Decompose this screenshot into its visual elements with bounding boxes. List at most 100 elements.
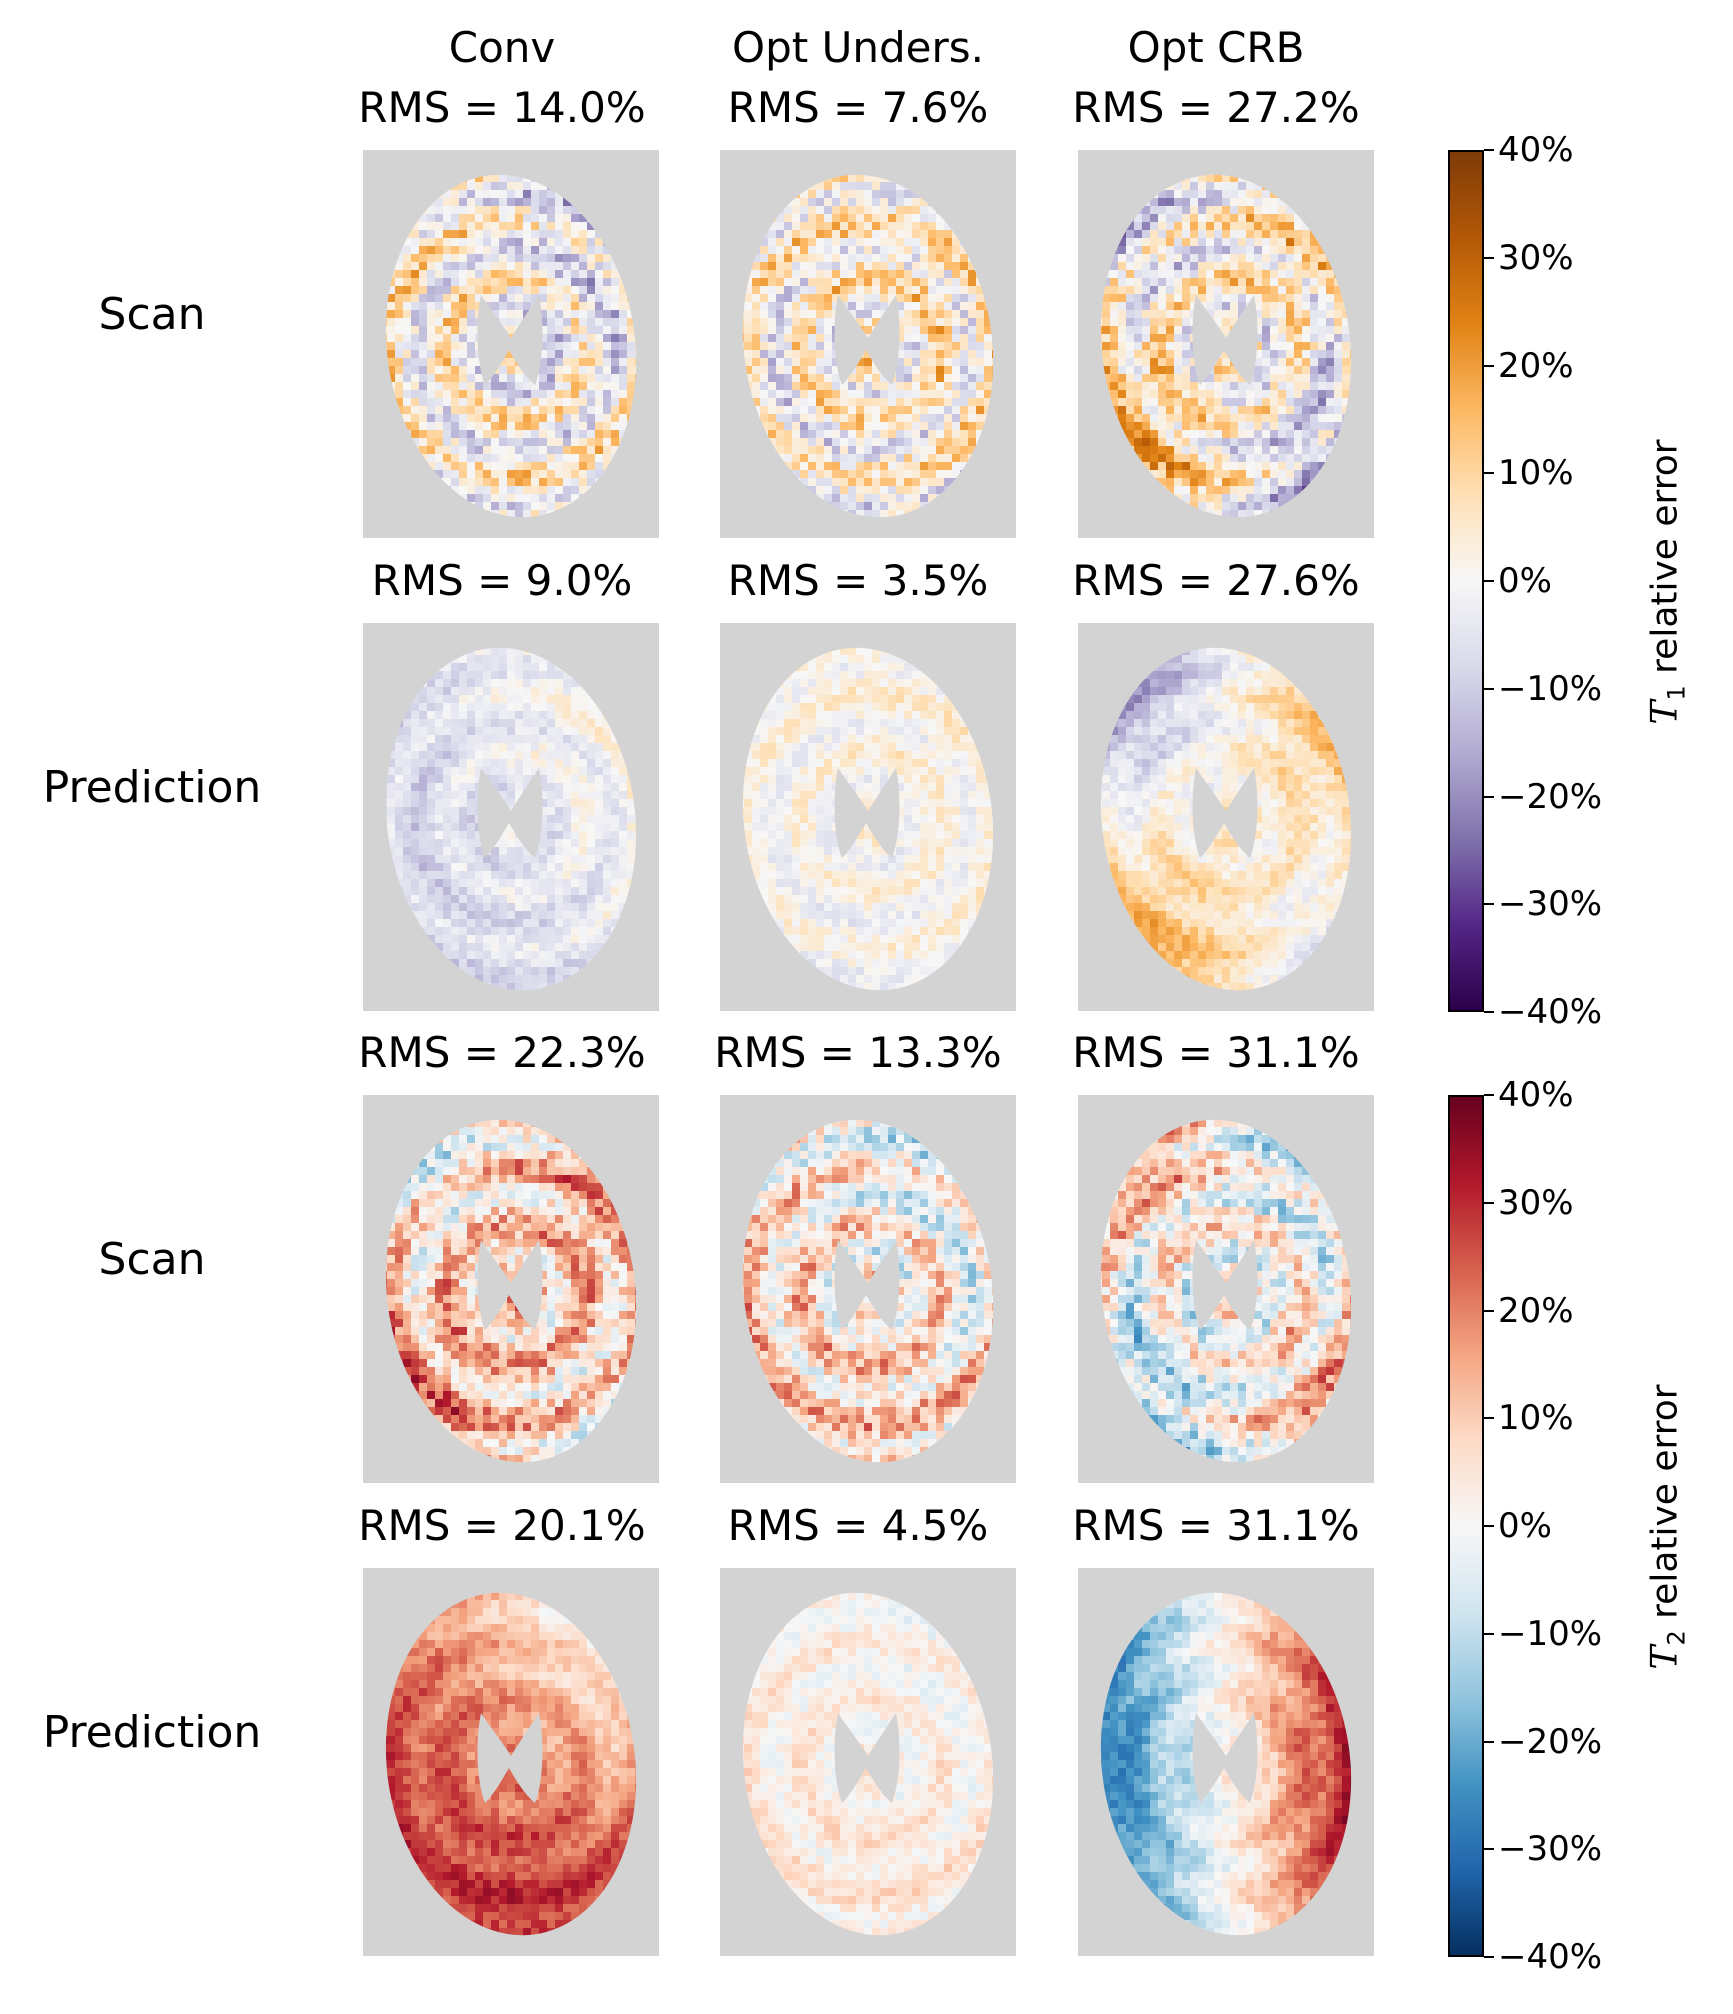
- error-pixel: [451, 486, 459, 494]
- error-pixel: [1254, 398, 1262, 406]
- error-pixel: [539, 518, 547, 526]
- error-pixel: [944, 374, 952, 382]
- error-pixel: [944, 398, 952, 406]
- error-pixel: [1079, 246, 1086, 254]
- error-pixel: [944, 286, 952, 294]
- error-pixel: [1278, 174, 1286, 182]
- error-pixel: [848, 286, 856, 294]
- error-pixel: [1318, 206, 1326, 214]
- error-pixel: [816, 454, 824, 462]
- error-pixel: [880, 470, 888, 478]
- error-pixel: [760, 158, 768, 166]
- error-pixel: [483, 478, 491, 486]
- error-pixel: [1166, 198, 1174, 206]
- error-pixel: [611, 390, 619, 398]
- error-pixel: [1278, 350, 1286, 358]
- error-pixel: [1334, 342, 1342, 350]
- error-pixel: [1254, 270, 1262, 278]
- error-pixel: [904, 302, 912, 310]
- error-pixel: [992, 470, 1000, 478]
- error-pixel: [627, 494, 635, 502]
- error-pixel: [920, 222, 928, 230]
- error-pixel: [364, 294, 371, 302]
- error-pixel: [728, 230, 736, 238]
- error-pixel: [960, 414, 968, 422]
- error-pixel: [539, 310, 547, 318]
- error-pixel: [1198, 270, 1206, 278]
- error-pixel: [816, 358, 824, 366]
- error-pixel: [1254, 326, 1262, 334]
- error-pixel: [563, 518, 571, 526]
- error-pixel: [1102, 358, 1110, 366]
- error-pixel: [611, 350, 619, 358]
- error-pixel: [920, 182, 928, 190]
- error-pixel: [1000, 518, 1008, 526]
- error-pixel: [611, 214, 619, 222]
- error-pixel: [1174, 254, 1182, 262]
- error-pixel: [451, 214, 459, 222]
- error-pixel: [816, 350, 824, 358]
- error-pixel: [1294, 286, 1302, 294]
- error-pixel: [1190, 294, 1198, 302]
- error-pixel: [651, 518, 658, 526]
- error-pixel: [944, 182, 952, 190]
- error-pixel: [627, 270, 635, 278]
- error-pixel: [1166, 382, 1174, 390]
- error-pixel: [483, 518, 491, 526]
- error-pixel: [840, 198, 848, 206]
- error-pixel: [912, 422, 920, 430]
- error-pixel: [1238, 414, 1246, 422]
- error-pixel: [1262, 254, 1270, 262]
- error-pixel: [1094, 310, 1102, 318]
- error-pixel: [1174, 398, 1182, 406]
- error-pixel: [1134, 342, 1142, 350]
- error-pixel: [984, 414, 992, 422]
- error-pixel: [1174, 206, 1182, 214]
- error-pixel: [856, 382, 864, 390]
- error-pixel: [379, 510, 387, 518]
- error-pixel: [443, 214, 451, 222]
- error-pixel: [1294, 278, 1302, 286]
- error-pixel: [1326, 382, 1334, 390]
- error-pixel: [635, 470, 643, 478]
- error-pixel: [976, 262, 984, 270]
- error-pixel: [800, 502, 808, 510]
- error-pixel: [507, 278, 515, 286]
- error-pixel: [395, 486, 403, 494]
- error-pixel: [1182, 214, 1190, 222]
- error-pixel: [1118, 366, 1126, 374]
- error-pixel: [467, 350, 475, 358]
- error-pixel: [848, 494, 856, 502]
- error-pixel: [1126, 278, 1134, 286]
- error-pixel: [387, 158, 395, 166]
- error-pixel: [1079, 366, 1086, 374]
- error-pixel: [635, 270, 643, 278]
- error-pixel: [936, 174, 944, 182]
- error-pixel: [721, 494, 728, 502]
- error-pixel: [1350, 430, 1358, 438]
- error-pixel: [928, 270, 936, 278]
- error-pixel: [976, 318, 984, 326]
- error-pixel: [944, 430, 952, 438]
- error-pixel: [443, 534, 451, 538]
- error-pixel: [619, 398, 627, 406]
- error-pixel: [587, 438, 595, 446]
- error-pixel: [507, 510, 515, 518]
- error-pixel: [1206, 278, 1214, 286]
- error-pixel: [475, 198, 483, 206]
- error-pixel: [824, 430, 832, 438]
- error-pixel: [1302, 318, 1310, 326]
- error-pixel: [952, 470, 960, 478]
- error-pixel: [1126, 262, 1134, 270]
- error-pixel: [721, 198, 728, 206]
- error-pixel: [888, 510, 896, 518]
- error-pixel: [443, 470, 451, 478]
- error-pixel: [736, 334, 744, 342]
- error-pixel: [1230, 414, 1238, 422]
- error-pixel: [443, 254, 451, 262]
- error-pixel: [1158, 150, 1166, 158]
- error-pixel: [531, 454, 539, 462]
- error-pixel: [840, 422, 848, 430]
- error-pixel: [427, 262, 435, 270]
- error-pixel: [1262, 310, 1270, 318]
